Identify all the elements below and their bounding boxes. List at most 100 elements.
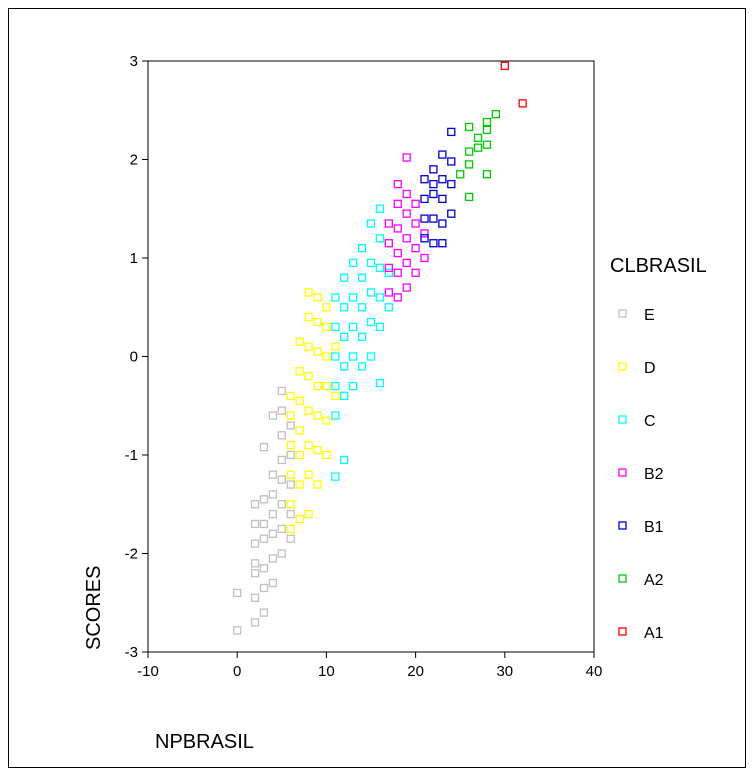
data-point-e [286, 480, 295, 489]
data-point-d [295, 426, 304, 435]
legend-marker-d [618, 362, 627, 371]
data-point-c [357, 273, 367, 282]
data-point-e [277, 524, 286, 534]
data-point-c [349, 322, 358, 332]
data-point-a2 [464, 192, 474, 202]
x-tick-label: 30 [496, 663, 513, 680]
data-point-e [250, 593, 260, 602]
data-point-d [304, 509, 313, 519]
data-point-b1 [438, 194, 447, 204]
data-point-d [313, 347, 322, 356]
data-point-d [286, 440, 295, 450]
legend-label-e: E [644, 307, 655, 324]
data-point-d [286, 411, 295, 420]
data-point-c [340, 455, 349, 465]
y-tick-label: 3 [130, 53, 138, 70]
data-point-d [304, 470, 313, 479]
data-point-e [268, 509, 278, 519]
data-point-d [322, 352, 331, 361]
data-point-a2 [473, 143, 483, 152]
data-point-d [304, 406, 313, 415]
data-point-e [277, 431, 286, 440]
data-point-d [286, 470, 295, 479]
data-point-d [304, 312, 313, 322]
legend-marker-c [618, 415, 627, 424]
data-point-a2 [464, 160, 474, 169]
data-point-b2 [384, 239, 393, 248]
data-point-e [286, 534, 295, 543]
data-point-b2 [411, 243, 420, 253]
data-point-d [286, 391, 295, 401]
data-point-e [277, 475, 286, 484]
data-point-c [331, 293, 340, 302]
data-point-d [313, 445, 322, 455]
data-point-d [286, 524, 295, 534]
data-point-e [277, 549, 286, 558]
data-point-e [268, 529, 278, 538]
data-point-c [340, 362, 349, 371]
chart-frame [8, 8, 746, 768]
data-point-c [375, 322, 385, 332]
data-point-b2 [384, 288, 393, 297]
data-point-c [384, 239, 393, 248]
data-point-d [295, 337, 304, 346]
data-point-b1 [438, 150, 447, 159]
y-tick-label: -1 [125, 447, 138, 464]
data-point-d [304, 342, 313, 351]
legend-label-a1: A1 [644, 625, 664, 642]
x-tick-label: 0 [233, 663, 241, 680]
data-point-d [313, 317, 322, 327]
data-point-c [331, 411, 340, 420]
data-point-e [259, 495, 269, 504]
data-point-e [259, 442, 269, 452]
data-point-b2 [402, 153, 411, 162]
data-point-e [268, 490, 278, 499]
data-point-c [349, 293, 358, 302]
data-point-b1 [447, 179, 456, 189]
data-point-d [313, 480, 322, 489]
legend-label-b2: B2 [644, 466, 664, 483]
data-point-c [357, 303, 367, 312]
y-axis-ticks: -3 -2 -1 0 1 2 3 [125, 53, 148, 661]
data-point-d [304, 288, 313, 297]
data-point-b1 [420, 234, 429, 243]
x-axis-title: NPBRASIL [155, 731, 254, 753]
data-point-e [259, 534, 269, 543]
data-point-d [295, 514, 304, 524]
data-point-e [268, 411, 278, 420]
data-point-b2 [393, 224, 402, 233]
data-point-d [322, 322, 331, 332]
y-tick-label: 0 [130, 349, 138, 366]
data-point-b2 [402, 234, 411, 243]
data-point-c [331, 472, 340, 481]
data-point-b2 [393, 179, 402, 189]
data-point-a2 [482, 140, 492, 149]
data-point-b2 [393, 293, 402, 302]
data-point-b1 [429, 214, 438, 223]
data-point-e [286, 421, 295, 430]
data-point-e [277, 386, 286, 396]
data-point-c [340, 332, 349, 341]
data-point-e [268, 578, 278, 588]
x-tick-label: 10 [318, 663, 335, 680]
data-point-e [250, 569, 260, 578]
data-point-b1 [429, 239, 438, 248]
legend-marker-a1 [618, 627, 627, 636]
data-point-d [295, 480, 304, 489]
data-point-c [357, 243, 367, 253]
data-point-c [384, 268, 393, 277]
data-point-c [340, 303, 349, 312]
data-point-c [366, 288, 376, 297]
data-point-d [322, 450, 331, 460]
data-point-b2 [402, 209, 411, 218]
data-point-e [250, 618, 260, 627]
data-point-c [340, 391, 349, 401]
data-point-b1 [420, 214, 429, 223]
data-point-b1 [429, 189, 438, 199]
data-point-b2 [402, 189, 411, 199]
legend-label-b1: B1 [644, 519, 664, 536]
data-point-e [286, 509, 295, 519]
data-point-c [375, 293, 385, 302]
data-point-e [233, 588, 242, 598]
x-tick-label: -10 [137, 663, 159, 680]
